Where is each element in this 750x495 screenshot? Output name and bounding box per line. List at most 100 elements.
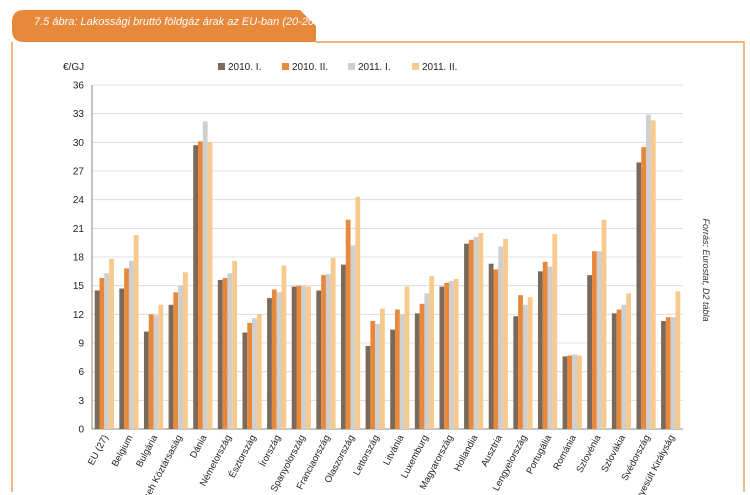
bar <box>143 331 149 429</box>
bar <box>370 321 376 429</box>
bar <box>193 145 199 429</box>
legend-label: 2011. II. <box>422 62 457 73</box>
legend-swatch <box>282 63 289 70</box>
y-tick-label: 24 <box>73 195 85 206</box>
bar <box>301 285 307 429</box>
bar <box>576 355 582 429</box>
bar <box>256 314 262 429</box>
y-tick-label: 6 <box>78 367 84 378</box>
bar <box>158 304 164 429</box>
bar <box>503 238 508 429</box>
legend-swatch <box>348 63 355 70</box>
bar <box>182 272 188 429</box>
bar <box>587 275 593 429</box>
y-tick-label: 18 <box>73 253 85 264</box>
legend-label: 2010. I. <box>228 62 261 73</box>
bar <box>473 236 479 429</box>
bar <box>567 355 573 429</box>
bar <box>527 297 533 429</box>
bar <box>340 264 346 429</box>
bar <box>247 322 253 429</box>
legend: 2010. I. 2010. II. 2011. I. 2011. II. <box>218 62 457 73</box>
bar <box>498 246 504 429</box>
bar <box>552 234 558 429</box>
bar <box>325 274 331 429</box>
title-tab <box>12 10 316 42</box>
bar <box>611 313 617 429</box>
bar <box>227 273 233 429</box>
bar <box>650 120 656 429</box>
bar <box>592 251 597 429</box>
bar <box>424 293 430 429</box>
bar <box>636 162 642 429</box>
bar <box>537 271 543 429</box>
y-tick-label: 15 <box>73 281 85 292</box>
x-tick-label: Írország <box>258 433 284 468</box>
bar <box>99 278 105 429</box>
bar <box>488 263 494 429</box>
bar <box>601 219 607 429</box>
y-tick-label: 36 <box>73 81 85 92</box>
bar <box>133 235 139 429</box>
bar <box>439 286 445 429</box>
bar <box>124 268 129 429</box>
bar <box>444 282 450 429</box>
bar <box>621 304 627 429</box>
bar <box>419 303 425 429</box>
bar <box>198 141 203 429</box>
bar <box>128 260 134 429</box>
y-tick-label: 3 <box>78 396 84 407</box>
bar <box>104 273 110 429</box>
y-tick-label: 33 <box>73 109 85 120</box>
bar <box>464 243 469 429</box>
bar <box>217 279 223 429</box>
bar <box>321 275 326 429</box>
bar <box>178 285 183 429</box>
bar <box>379 308 385 429</box>
bar <box>94 290 100 429</box>
bar <box>675 291 681 429</box>
bar <box>168 304 174 429</box>
x-tick-label: Dánia <box>188 433 210 461</box>
x-tick-label: Hollandia <box>452 433 481 474</box>
bar <box>207 142 213 430</box>
legend-swatch <box>218 63 225 70</box>
bar <box>626 293 632 429</box>
bar <box>562 356 568 429</box>
bar <box>148 314 154 429</box>
bar <box>547 266 553 429</box>
y-axis-label: €/GJ <box>63 62 84 73</box>
x-tick-label: Románia <box>551 433 579 472</box>
x-tick-label: EU (27) <box>86 433 111 467</box>
bar <box>661 321 666 429</box>
bar <box>119 288 125 429</box>
bar <box>153 315 159 429</box>
bar <box>522 304 528 429</box>
bar <box>404 286 410 429</box>
x-tick-label: Belgium <box>110 433 136 469</box>
legend-label: 2010. II. <box>292 62 328 73</box>
bar <box>271 289 277 429</box>
bar <box>572 354 577 429</box>
bar <box>242 332 248 429</box>
bar <box>616 309 622 429</box>
bar <box>399 314 405 429</box>
y-tick-label: 21 <box>73 224 85 235</box>
bar <box>646 114 651 429</box>
bar <box>316 290 322 429</box>
bar <box>493 269 499 429</box>
bar <box>468 239 474 429</box>
bar <box>291 286 297 429</box>
bar <box>202 121 208 430</box>
x-tick-label: Ausztria <box>479 433 505 469</box>
y-tick-label: 27 <box>73 167 85 178</box>
bar <box>375 323 380 429</box>
bar <box>350 245 356 429</box>
bar <box>330 257 336 429</box>
bar <box>109 258 114 429</box>
bar <box>641 147 647 429</box>
